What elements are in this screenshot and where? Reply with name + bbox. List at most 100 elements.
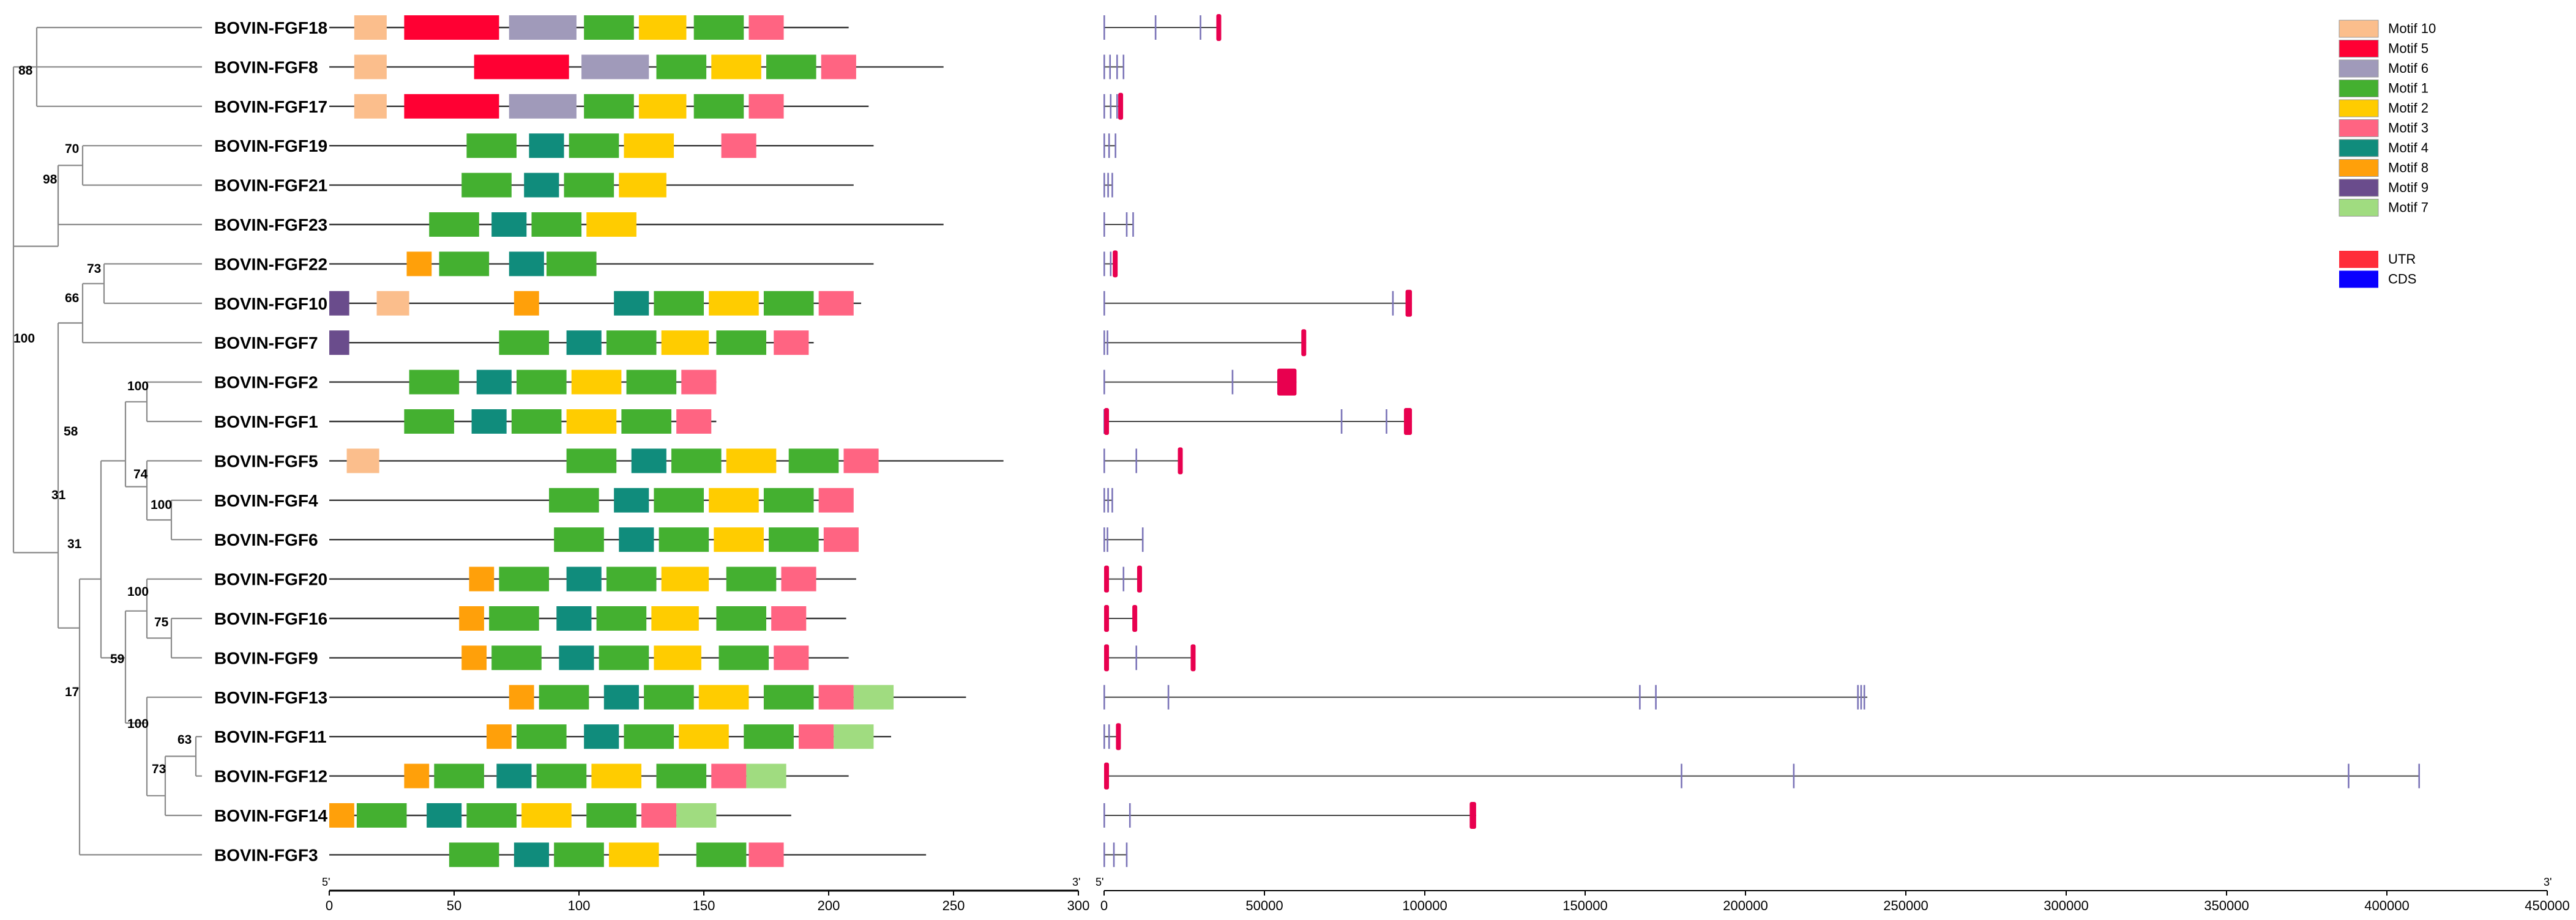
gene-axis-tick-label: 100000 <box>1402 898 1447 913</box>
motif-box <box>781 566 816 592</box>
motif-box <box>726 566 777 592</box>
motif-box <box>354 94 387 119</box>
motif-box <box>661 330 709 355</box>
cds-segment <box>1107 527 1108 552</box>
motif-row <box>329 448 1004 473</box>
motif-box <box>329 291 349 316</box>
motif-box <box>606 330 657 355</box>
motif-box <box>513 842 550 867</box>
structure-row <box>1103 172 1113 198</box>
motif-box <box>823 527 859 552</box>
motif-box <box>661 566 709 592</box>
gene-axis-tick-label: 200000 <box>1723 898 1768 913</box>
cds-segment <box>1103 684 1105 710</box>
bootstrap-labels: 88 70 98 73 66 100 100 58 74 100 31 31 100 75 59 100 63 7… <box>13 64 192 776</box>
structure-row <box>1103 250 1118 278</box>
motif-box <box>638 15 687 40</box>
cds-segment <box>1135 448 1137 473</box>
cds-segment <box>1655 684 1657 710</box>
cds-segment <box>1116 94 1118 119</box>
cds-segment <box>1857 684 1859 710</box>
axes: 5' 3' 0 50 100 150 200 250 300 5' 3' 0 50000 100000 15… <box>322 876 2570 913</box>
cds-segment <box>2418 763 2420 788</box>
gene-label: BOVIN-FGF19 <box>214 136 327 155</box>
motif-box <box>406 251 432 276</box>
cds-segment <box>1103 15 1105 40</box>
legend: Motif 10 Motif 5 Motif 6 Motif 1 Motif 2 Moti… <box>2339 20 2436 288</box>
motif-legend-swatch <box>2339 59 2379 78</box>
motif-box <box>586 212 637 237</box>
utr-segment <box>1113 250 1118 278</box>
motif-box <box>716 330 766 355</box>
motif-box <box>644 684 694 710</box>
motif-box <box>624 133 674 158</box>
motif-legend-label: Motif 9 <box>2388 180 2429 195</box>
motif-box <box>709 291 759 316</box>
motif-box <box>469 566 495 592</box>
utr-segment <box>1469 802 1476 829</box>
motif-legend-swatch <box>2339 119 2379 137</box>
utr-segment <box>1116 723 1121 751</box>
motif-box <box>626 369 677 395</box>
motif-row <box>329 645 849 670</box>
structure-row <box>1103 447 1183 475</box>
motif-box <box>564 172 614 198</box>
cds-segment <box>1103 212 1105 237</box>
utr-segment <box>1104 644 1109 672</box>
gene-labels: BOVIN-FGF18 BOVIN-FGF8 BOVIN-FGF17 BOVIN-FG… <box>214 18 328 864</box>
motif-axis-tick-label: 250 <box>943 898 965 913</box>
motif-box <box>566 330 602 355</box>
motif-box <box>749 842 784 867</box>
structure-row <box>1103 133 1116 158</box>
utr-segment <box>1137 565 1142 593</box>
motif-box <box>466 133 517 158</box>
utr-segment <box>1104 408 1109 435</box>
gene-label: BOVIN-FGF20 <box>214 570 327 589</box>
motif-row <box>329 291 862 316</box>
motif-box <box>726 448 777 473</box>
structure-row <box>1103 842 1128 867</box>
gene-label: BOVIN-FGF18 <box>214 18 327 37</box>
motif-row <box>329 842 927 867</box>
motif-row <box>329 54 944 80</box>
motif-box <box>818 291 854 316</box>
motif-box <box>449 842 499 867</box>
cds-segment <box>1103 251 1105 276</box>
gene-axis-tick-label: 300000 <box>2044 898 2088 913</box>
bootstrap-value: 66 <box>65 291 79 305</box>
motif-box <box>693 94 744 119</box>
motif-box <box>556 606 592 631</box>
motif-box <box>513 291 539 316</box>
motif-row <box>329 409 717 434</box>
motif-box <box>356 803 407 828</box>
motif-legend-label: Motif 6 <box>2388 61 2429 76</box>
cds-segment <box>1108 133 1110 158</box>
cds-segment <box>1103 172 1105 198</box>
cds-segment <box>1103 724 1105 749</box>
motif-box <box>641 803 677 828</box>
motif-axis-tick-label: 300 <box>1067 898 1090 913</box>
motif-box <box>693 15 744 40</box>
gene-axis-tick-label: 250000 <box>1883 898 1928 913</box>
cds-segment <box>1141 527 1144 552</box>
motif-box <box>853 684 894 710</box>
motif-box <box>624 724 674 749</box>
structure-row <box>1103 329 1307 357</box>
motif-box <box>749 94 784 119</box>
gene-label: BOVIN-FGF13 <box>214 688 327 707</box>
motif-box <box>651 606 699 631</box>
cds-segment <box>1863 684 1865 710</box>
bootstrap-value: 75 <box>154 615 169 629</box>
utr-segment <box>1277 368 1297 396</box>
motif-box <box>404 94 499 119</box>
cds-segment <box>1231 369 1234 395</box>
cds-segment <box>1116 54 1118 80</box>
utr-segment <box>1301 329 1307 357</box>
cds-segment <box>1103 133 1105 158</box>
motif-box <box>763 291 814 316</box>
cds-segment <box>1681 763 1682 788</box>
cds-segment <box>1103 94 1105 119</box>
bootstrap-value: 31 <box>51 488 66 502</box>
structure-row <box>1103 289 1413 317</box>
